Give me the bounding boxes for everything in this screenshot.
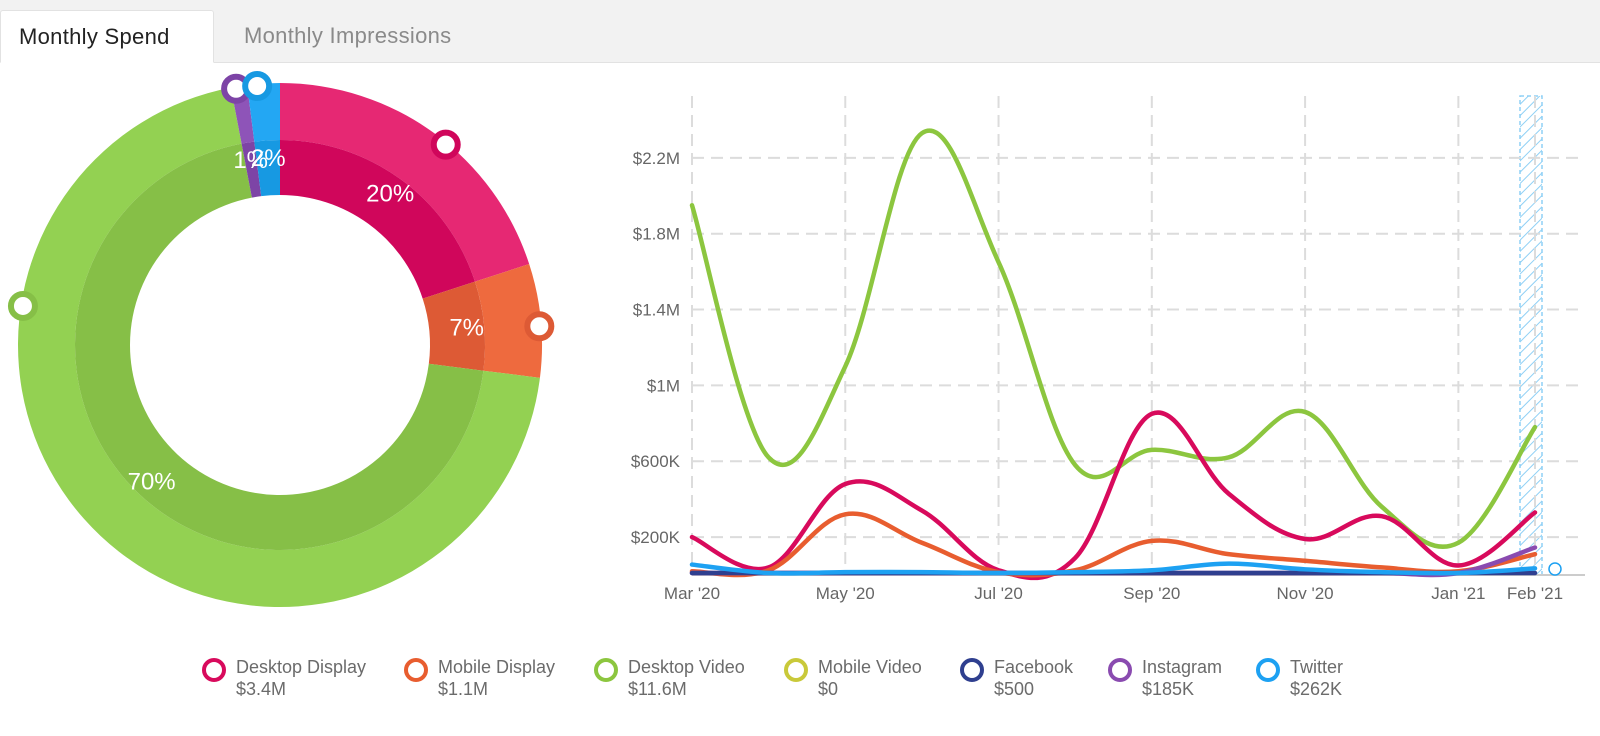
pie-slice-marker: [430, 129, 461, 160]
twitter-ring-icon: [1256, 658, 1280, 682]
series-line-twitter: [689, 561, 1538, 576]
legend-value: $3.4M: [236, 679, 287, 699]
tab-monthly-impressions[interactable]: Monthly Impressions: [244, 23, 452, 48]
x-tick-label: Feb '21: [1507, 584, 1563, 603]
legend-value: $0: [818, 679, 839, 699]
legend-label: Desktop Video: [628, 657, 745, 677]
partial-period-band: [1519, 95, 1543, 576]
legend-label: Mobile Display: [438, 657, 556, 677]
legend-value: $11.6M: [628, 679, 687, 699]
pie-slice-desktop-display: [280, 83, 530, 299]
pie-slice-label: 70%: [128, 469, 176, 496]
y-tick-label: $600K: [631, 452, 681, 471]
pie-slice-inner: [241, 141, 262, 198]
pie-slice-marker: [7, 290, 38, 321]
pie-slice-label: 20%: [366, 180, 414, 207]
pie-slice-inner: [422, 281, 485, 371]
series-line-desktop-display: [689, 410, 1538, 581]
x-tick-label: Mar '20: [664, 584, 720, 603]
y-tick-label: $1.4M: [633, 301, 680, 320]
line-chart: $200K $600K $1M $1.4M $1.8M $2.2M Mar '20 May '…: [631, 95, 1585, 603]
y-tick-label: $2.2M: [633, 149, 680, 168]
pie-slice-mobile-display: [422, 264, 543, 378]
mobile-display-ring-icon: [404, 658, 428, 682]
pie-slice-outer: [280, 83, 530, 282]
chart-legend: Desktop Display $3.4M Mobile Display $1.…: [0, 655, 1600, 715]
legend-label: Mobile Video: [818, 657, 922, 677]
pie-slice-marker: [524, 311, 555, 342]
x-tick-label: Jan '21: [1431, 584, 1485, 603]
x-tick-label: Sep '20: [1123, 584, 1180, 603]
legend-value: $500: [994, 679, 1035, 699]
legend-value: $185K: [1142, 679, 1195, 699]
y-tick-label: $200K: [631, 528, 681, 547]
series-line-desktop-video: [689, 128, 1538, 550]
pie-slice-label: 2%: [251, 145, 286, 172]
pie-slice-label: 7%: [449, 314, 484, 341]
tab-bar: Monthly Spend Monthly Impressions: [0, 0, 1600, 63]
y-tick-label: $1.8M: [633, 225, 680, 244]
pie-slice-outer: [474, 264, 543, 378]
pie-slice-marker: [242, 71, 273, 102]
legend-label: Twitter: [1290, 657, 1344, 677]
y-tick-label: $1M: [647, 376, 680, 395]
mobile-video-ring-icon: [784, 658, 808, 682]
legend-value: $262K: [1290, 679, 1343, 699]
instagram-ring-icon: [1108, 658, 1132, 682]
legend-label: Desktop Display: [236, 657, 367, 677]
donut-chart: 20% 7% 70% 1%2%: [7, 71, 555, 608]
pie-slice-label: 1%: [233, 147, 268, 174]
pie-slice-inner: [280, 140, 475, 299]
series-line-mobile-display: [689, 511, 1538, 578]
legend-label: Facebook: [994, 657, 1074, 677]
pie-slice-inner: [254, 140, 280, 197]
desktop-video-ring-icon: [594, 658, 618, 682]
info-icon: [1548, 562, 1562, 576]
desktop-display-ring-icon: [202, 658, 226, 682]
facebook-ring-icon: [960, 658, 984, 682]
x-tick-label: Nov '20: [1277, 584, 1334, 603]
legend-label: Instagram: [1142, 657, 1223, 677]
tab-monthly-spend[interactable]: Monthly Spend: [0, 10, 214, 63]
legend-value: $1.1M: [438, 679, 489, 699]
x-tick-label: Jul '20: [974, 584, 1023, 603]
x-tick-label: May '20: [816, 584, 875, 603]
